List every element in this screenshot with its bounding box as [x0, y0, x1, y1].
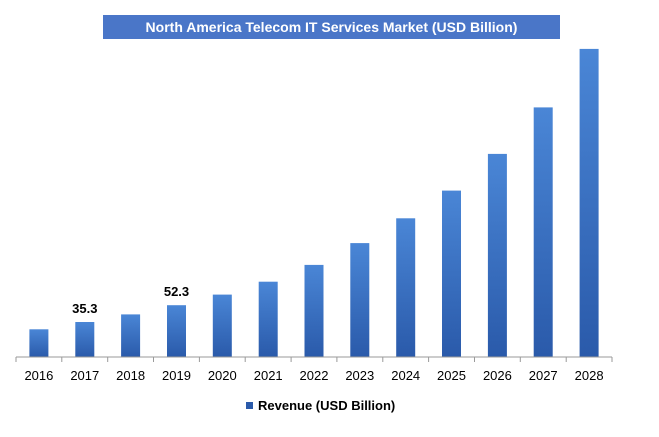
bar-2024: [396, 218, 416, 357]
tick-label-2025: 2025: [437, 368, 466, 383]
tick-label-2017: 2017: [70, 368, 99, 383]
bar-2022: [304, 264, 324, 357]
tick-label-2021: 2021: [254, 368, 283, 383]
bar-2019: [167, 305, 186, 357]
tick-label-2024: 2024: [391, 368, 420, 383]
bar-2018: [121, 314, 141, 357]
bar-2020: [212, 294, 232, 357]
bar-2017: [75, 322, 95, 357]
bars-group: [29, 48, 599, 358]
tick-label-2028: 2028: [575, 368, 604, 383]
bar-2027: [533, 107, 553, 358]
data-label-2019: 52.3: [164, 284, 189, 299]
bar-2023: [350, 243, 370, 357]
bar-2026: [487, 153, 507, 357]
legend-label: Revenue (USD Billion): [258, 397, 396, 413]
tick-label-2016: 2016: [24, 368, 53, 383]
bar-2025: [442, 190, 461, 357]
data-label-2017: 35.3: [72, 301, 97, 316]
x-axis-tick-labels: 2016 2017 2018 2019 2020 2021 2022 2023 2024 2025…: [24, 368, 603, 383]
tick-label-2022: 2022: [300, 368, 329, 383]
tick-label-2027: 2027: [529, 368, 558, 383]
tick-label-2020: 2020: [208, 368, 237, 383]
tick-label-2018: 2018: [116, 368, 145, 383]
bar-2021: [258, 281, 278, 357]
tick-label-2026: 2026: [483, 368, 512, 383]
tick-label-2023: 2023: [345, 368, 374, 383]
bar-2016: [29, 329, 49, 357]
legend-swatch: [246, 401, 253, 409]
tick-label-2019: 2019: [162, 368, 191, 383]
chart-title: North America Telecom IT Services Market…: [103, 15, 560, 39]
x-axis-ticks: [15, 357, 613, 362]
bar-2028: [579, 48, 599, 358]
legend: Revenue (USD Billion): [246, 397, 395, 413]
data-labels-group: 35.3 52.3: [72, 284, 189, 316]
